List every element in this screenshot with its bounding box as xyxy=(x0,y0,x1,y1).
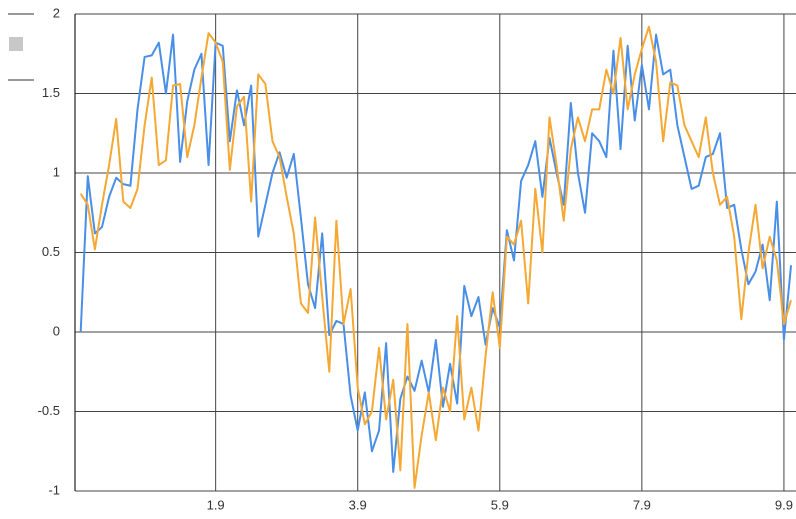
x-tick-label: 7.9 xyxy=(633,497,651,512)
x-tick-label: 3.9 xyxy=(349,497,367,512)
y-tick-label: -1 xyxy=(48,482,60,497)
y-tick-label: 2 xyxy=(53,5,60,20)
y-tick-label: 0.5 xyxy=(42,244,60,259)
x-tick-label: 1.9 xyxy=(207,497,225,512)
y-tick-label: 1.5 xyxy=(42,85,60,100)
series-line xyxy=(79,25,792,489)
y-tick-label: 0 xyxy=(53,323,60,338)
series-line xyxy=(79,33,793,473)
legend xyxy=(8,13,34,81)
y-tick-label: 1 xyxy=(53,164,60,179)
x-tick-label: 9.9 xyxy=(775,497,793,512)
x-tick-label: 5.9 xyxy=(491,497,509,512)
y-tick-label: -0.5 xyxy=(38,403,60,418)
legend-swatch xyxy=(9,37,23,51)
